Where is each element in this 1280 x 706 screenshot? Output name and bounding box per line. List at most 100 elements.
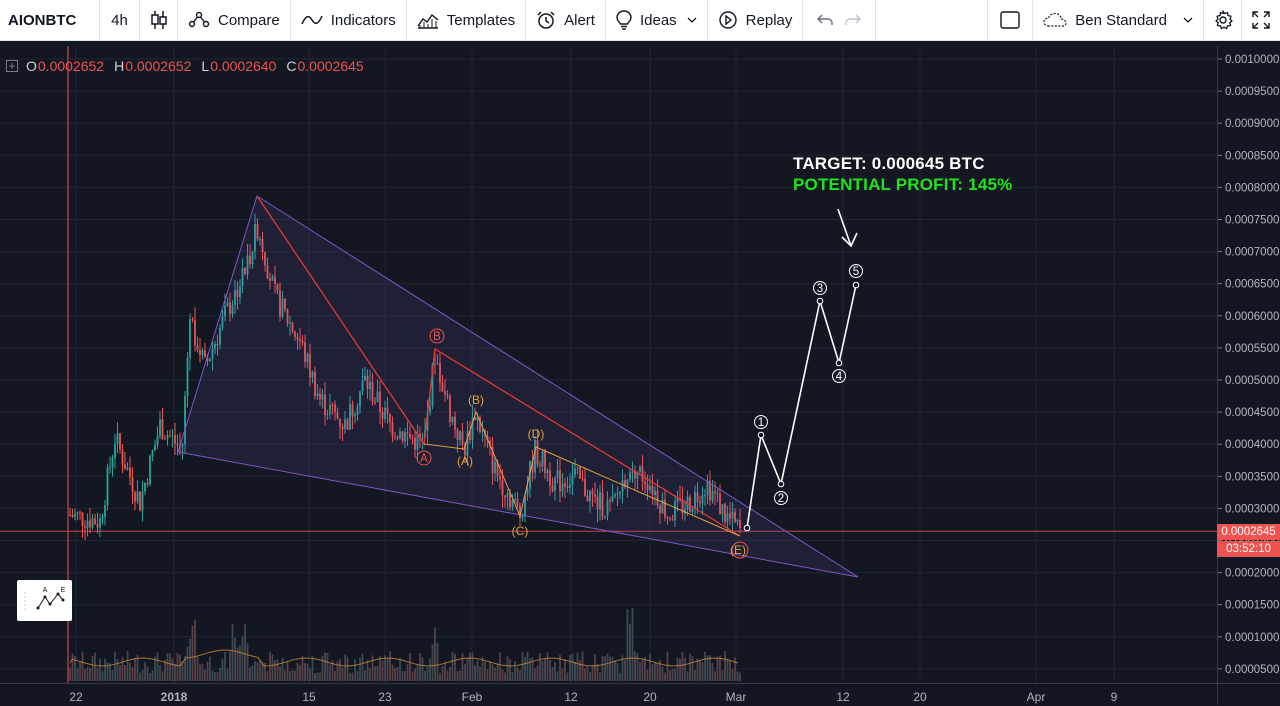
redo-button[interactable] xyxy=(839,0,877,41)
elliott-wave-tool-widget[interactable]: A E xyxy=(17,580,72,621)
chevron-down-icon xyxy=(1183,17,1193,23)
volume-bar xyxy=(421,657,424,681)
indicators-button[interactable]: Indicators xyxy=(291,0,407,41)
candle-body xyxy=(659,505,661,514)
ideas-button[interactable]: Ideas xyxy=(606,0,708,41)
volume-bar xyxy=(126,651,129,681)
volume-bar xyxy=(414,668,416,681)
chart-pane[interactable]: A B (A) (B) (C) (D) (E) 1 2 3 4 5 xyxy=(0,46,1217,683)
time-axis[interactable]: 22 2018 15 23 Feb 12 20 Mar 12 20 Apr 9 xyxy=(0,683,1217,705)
ideas-label: Ideas xyxy=(639,11,677,29)
candle-body xyxy=(274,276,276,284)
chart-style-button[interactable] xyxy=(140,0,178,41)
candle-body xyxy=(199,349,201,356)
volume-bar xyxy=(119,665,121,681)
candle-body xyxy=(514,498,516,501)
candle-body xyxy=(236,290,239,298)
candle-body xyxy=(309,353,311,378)
layout-name: Ben Standard xyxy=(1075,11,1167,29)
candle-body xyxy=(456,429,459,441)
candle-body xyxy=(704,495,706,497)
volume-bar xyxy=(361,653,364,681)
candle-body xyxy=(629,472,631,480)
fullscreen-chart-button[interactable] xyxy=(987,0,1034,41)
volume-bar xyxy=(244,624,246,681)
candle-body xyxy=(196,345,199,350)
candle-body xyxy=(734,511,736,522)
candle-body xyxy=(566,486,569,488)
volume-bar xyxy=(559,654,561,681)
volume-bar xyxy=(141,669,144,681)
square-icon xyxy=(1000,11,1020,29)
candle-body xyxy=(261,239,264,252)
volume-bar xyxy=(439,672,441,681)
low-value: 0.0002640 xyxy=(210,58,277,74)
candle-body xyxy=(556,470,559,478)
settings-button[interactable] xyxy=(1204,0,1242,41)
chart-canvas[interactable]: A B (A) (B) (C) (D) (E) 1 2 3 4 5 xyxy=(0,46,1217,683)
templates-label: Templates xyxy=(446,11,516,29)
candle-body xyxy=(724,504,726,523)
undo-button[interactable] xyxy=(803,0,839,41)
replay-button[interactable]: Replay xyxy=(708,0,804,41)
candle-body xyxy=(649,485,651,491)
candle-body xyxy=(521,516,524,519)
open-label: O xyxy=(26,58,37,74)
volume-bar xyxy=(471,652,474,681)
alert-button[interactable]: Alert xyxy=(526,0,606,41)
volume-bar xyxy=(616,662,619,681)
candle-body xyxy=(226,302,229,306)
candle-body xyxy=(569,484,571,488)
candle-body xyxy=(254,224,256,252)
volume-bar xyxy=(149,672,151,681)
price-tick-label: 0.0010000 xyxy=(1225,54,1279,66)
candle-body xyxy=(481,430,484,432)
time-axis-labels: 22 2018 15 23 Feb 12 20 Mar 12 20 Apr 9 xyxy=(69,690,1117,704)
volume-bar xyxy=(674,668,676,681)
candle-body xyxy=(496,461,499,476)
volume-bar xyxy=(229,651,231,681)
candle-body xyxy=(139,491,141,511)
symbol-search[interactable]: AIONBTC xyxy=(0,0,100,41)
layout-selector[interactable]: Ben Standard xyxy=(1033,0,1204,41)
price-tick-label: 0.0001000 xyxy=(1225,632,1279,644)
candle-body xyxy=(621,480,624,492)
candle-body xyxy=(591,490,594,495)
time-tick-label: 22 xyxy=(69,690,83,704)
replay-icon xyxy=(718,11,737,29)
volume-bar xyxy=(641,659,644,681)
candle-body xyxy=(641,466,644,482)
volume-bar xyxy=(334,670,336,681)
candle-body xyxy=(416,433,419,450)
candle-body xyxy=(144,482,146,492)
volume-bar xyxy=(479,666,481,681)
compare-button[interactable]: Compare xyxy=(178,0,291,41)
price-tick-label: 0.0004500 xyxy=(1225,407,1279,419)
candle-body xyxy=(154,444,156,451)
candle-body xyxy=(109,467,111,469)
volume-bar xyxy=(134,657,136,681)
candle-body xyxy=(341,426,344,429)
candle-body xyxy=(171,435,174,437)
volume-bar xyxy=(379,656,381,681)
time-tick-label: 12 xyxy=(564,690,578,704)
candle-body xyxy=(99,518,101,528)
candle-body xyxy=(609,500,611,502)
candle-body xyxy=(541,450,544,467)
price-axis[interactable]: 0.0010000 0.0009500 0.0009000 0.0008500 0.00… xyxy=(1217,46,1280,683)
candle-body xyxy=(359,391,361,407)
cloud-icon xyxy=(1043,12,1067,27)
collapse-legend-icon[interactable] xyxy=(6,60,18,72)
volume-bar xyxy=(459,670,461,681)
fullscreen-button[interactable] xyxy=(1242,0,1280,41)
volume-bar xyxy=(516,667,519,681)
templates-button[interactable]: Templates xyxy=(407,0,527,41)
price-tick-label: 0.0008500 xyxy=(1225,150,1279,162)
volume-bar xyxy=(201,663,204,681)
candle-body xyxy=(81,512,84,526)
candle-body xyxy=(421,437,424,439)
interval-selector[interactable]: 4h xyxy=(100,0,140,41)
red-wave-path xyxy=(256,195,741,537)
candle-body xyxy=(296,336,299,340)
volume-bar xyxy=(564,659,566,681)
